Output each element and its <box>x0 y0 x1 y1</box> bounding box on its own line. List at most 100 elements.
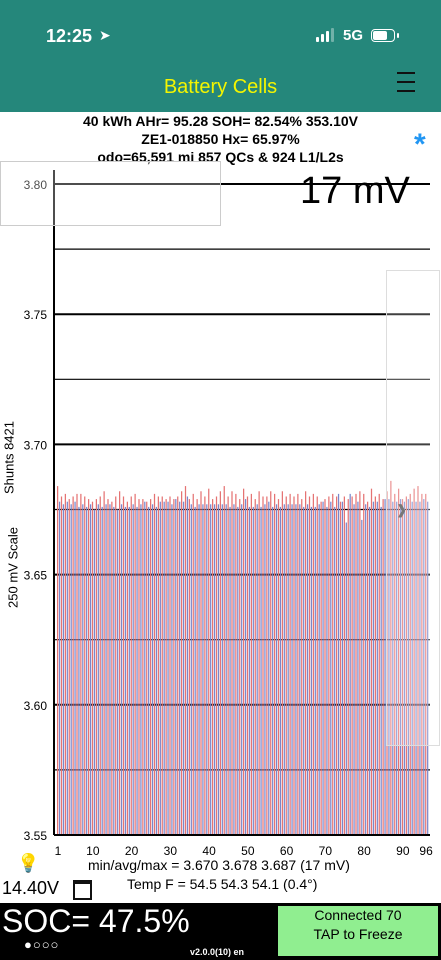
cell-bar <box>132 504 134 835</box>
cell-bar <box>405 496 407 835</box>
cell-bar <box>337 493 340 835</box>
cell-bar <box>126 501 128 835</box>
cell-bar <box>270 491 272 835</box>
cell-bar <box>237 506 239 835</box>
cell-bar <box>213 504 216 835</box>
cell-bar <box>334 506 336 835</box>
cell-bar <box>425 493 427 835</box>
aux-voltage: 14.40V <box>2 878 60 898</box>
cell-bar <box>345 522 347 835</box>
cell-bar <box>370 488 373 835</box>
cell-bar <box>324 499 326 835</box>
cell-bar <box>258 491 260 835</box>
cell-bar <box>117 509 119 835</box>
cell-bar <box>363 493 365 835</box>
signal-bars-icon <box>316 28 336 42</box>
cell-bar <box>196 499 198 835</box>
cell-bar <box>97 504 99 835</box>
cell-bar <box>246 496 249 835</box>
cell-bar <box>318 504 320 835</box>
cell-bar <box>355 493 357 835</box>
overlay-panel[interactable] <box>0 161 221 226</box>
cell-bar <box>91 501 94 835</box>
soc-readout: SOC= 47.5% <box>2 903 190 939</box>
x-tick-label: 50 <box>241 844 255 858</box>
cell-bar <box>171 504 173 835</box>
cell-bar <box>119 491 121 835</box>
network-type: 5G <box>343 27 364 44</box>
temperature-stats: Temp F = 54.5 54.3 54.1 (0.4°) <box>127 876 318 892</box>
voltage-stats: min/avg/max = 3.670 3.678 3.687 (17 mV) <box>88 857 350 873</box>
bluetooth-star-icon[interactable]: * <box>414 128 426 161</box>
x-tick-label: 80 <box>357 844 371 858</box>
cell-bar <box>341 501 344 835</box>
cell-bar <box>417 486 419 835</box>
location-arrow-icon: ➤ <box>99 27 111 43</box>
cell-bar <box>221 504 223 835</box>
cell-bar <box>192 493 194 835</box>
cell-bar <box>380 506 382 835</box>
cell-bar <box>423 499 425 835</box>
cell-bar <box>297 493 299 835</box>
cell-bar <box>351 496 353 835</box>
connect-freeze-button[interactable]: Connected 70 TAP to Freeze <box>278 906 438 956</box>
cell-bar <box>82 504 84 835</box>
overlay-side-panel[interactable] <box>386 270 440 746</box>
freeze-label: TAP to Freeze <box>313 926 403 942</box>
cell-bar <box>186 496 189 835</box>
cell-bar <box>272 506 274 835</box>
cell-bar <box>84 496 86 835</box>
cell-voltage-chart[interactable]: 3.80 3.75 3.70 3.65 3.60 3.55 1 10 20 30 40 50 60 70 8… <box>0 160 441 860</box>
page-indicator[interactable]: ●○○○ <box>24 937 60 952</box>
cell-bar <box>372 501 375 835</box>
page-title: Battery Cells <box>163 76 278 98</box>
cell-bar <box>287 504 289 835</box>
cell-bar <box>150 499 152 835</box>
calendar-icon[interactable] <box>73 880 92 900</box>
cell-bar <box>155 506 158 835</box>
cell-bar <box>225 504 227 835</box>
cell-bar <box>179 501 181 835</box>
x-tick-label: 10 <box>86 844 100 858</box>
cell-bar <box>177 496 179 835</box>
cell-bar <box>320 501 322 835</box>
cell-bar <box>134 493 136 835</box>
cell-bar <box>167 501 169 835</box>
cell-bar <box>101 506 103 835</box>
cell-bar <box>413 488 415 835</box>
cell-bar <box>264 504 266 835</box>
cell-bar <box>305 491 307 835</box>
cell-bar <box>293 496 295 835</box>
cell-bar <box>277 499 280 835</box>
cell-bar <box>268 501 270 835</box>
cell-bar <box>262 496 264 835</box>
cell-bar <box>212 499 214 835</box>
cell-bar <box>163 501 165 835</box>
y-tick-label: 3.80 <box>24 178 48 192</box>
cell-bar <box>188 499 190 835</box>
cell-bar <box>374 496 376 835</box>
cell-bar <box>64 493 66 835</box>
cell-bar <box>415 501 417 835</box>
cell-bar <box>215 496 218 835</box>
cell-bar <box>99 496 101 835</box>
cell-bar <box>388 499 390 835</box>
cell-bar <box>384 499 386 835</box>
cell-bar <box>295 504 297 835</box>
cell-bar <box>122 496 125 835</box>
x-tick-label: 96 <box>419 844 433 858</box>
cell-bar <box>89 504 92 835</box>
cell-bar <box>80 493 82 835</box>
cell-bar <box>194 506 196 835</box>
cell-bar <box>190 504 192 835</box>
cell-bar <box>396 501 398 835</box>
hamburger-menu-icon[interactable] <box>397 72 415 99</box>
cell-bar <box>376 501 378 835</box>
lightbulb-icon[interactable]: 💡 <box>17 853 40 873</box>
cell-bar <box>398 488 400 835</box>
cell-bar <box>306 504 309 835</box>
x-tick-label: 40 <box>202 844 216 858</box>
cell-bar <box>289 493 291 835</box>
chevron-right-icon[interactable]: › <box>397 490 407 528</box>
cell-bar <box>347 499 349 835</box>
